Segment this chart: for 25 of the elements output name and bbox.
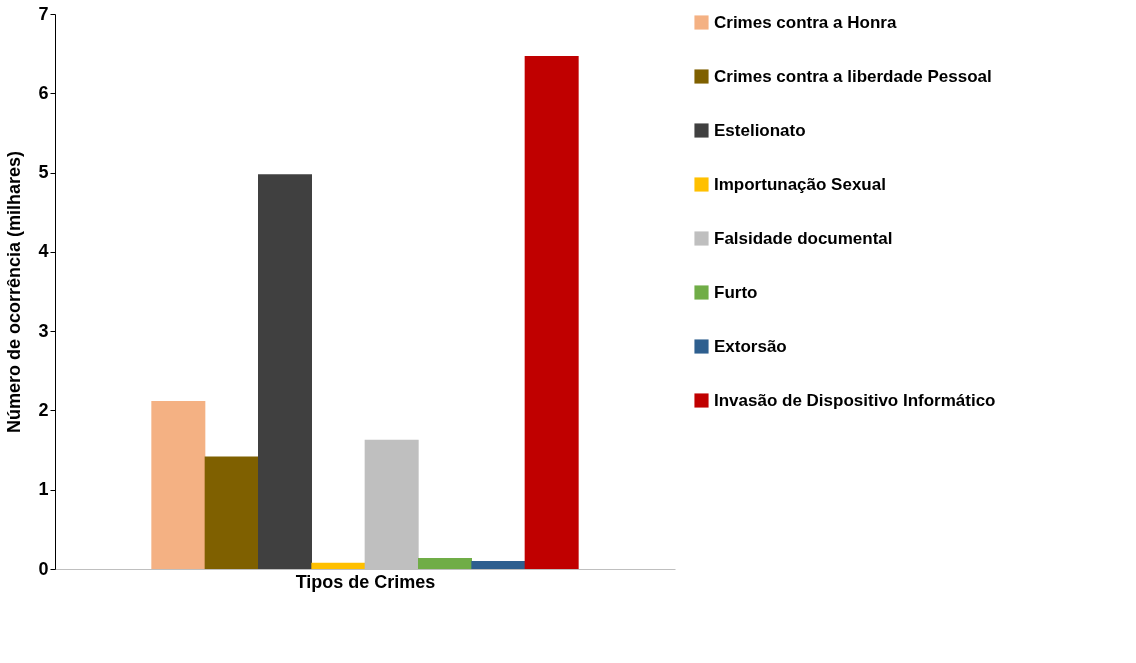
y-tick-label: 4 [38, 241, 49, 262]
y-axis-title: Número de ocorrência (milhares) [4, 150, 25, 434]
y-tick-label: 3 [38, 320, 49, 341]
legend-label: Estelionato [714, 120, 806, 140]
y-tick-label: 6 [38, 82, 49, 103]
bar [471, 561, 526, 569]
x-axis-title: Tipos de Crimes [295, 571, 436, 592]
y-tick-label: 0 [38, 558, 49, 579]
bar [204, 456, 259, 569]
legend-label: Invasão de Dispositivo Informático [714, 390, 996, 410]
bar [258, 174, 312, 569]
y-tick-label: 5 [38, 162, 49, 183]
legend-label: Falsidade documental [714, 228, 893, 248]
bar [311, 562, 366, 569]
bar [418, 557, 472, 569]
legend-label: Extorsão [714, 336, 787, 356]
bar [151, 400, 206, 569]
legend-label: Crimes contra a Honra [714, 12, 897, 32]
legend-label: Furto [714, 282, 758, 302]
legend-label: Crimes contra a liberdade Pessoal [714, 66, 992, 86]
bar [524, 56, 579, 569]
legend-label: Importunação Sexual [714, 174, 886, 194]
y-tick-label: 1 [38, 479, 49, 500]
y-tick-label: 2 [38, 399, 49, 420]
y-tick-label: 7 [38, 3, 49, 24]
